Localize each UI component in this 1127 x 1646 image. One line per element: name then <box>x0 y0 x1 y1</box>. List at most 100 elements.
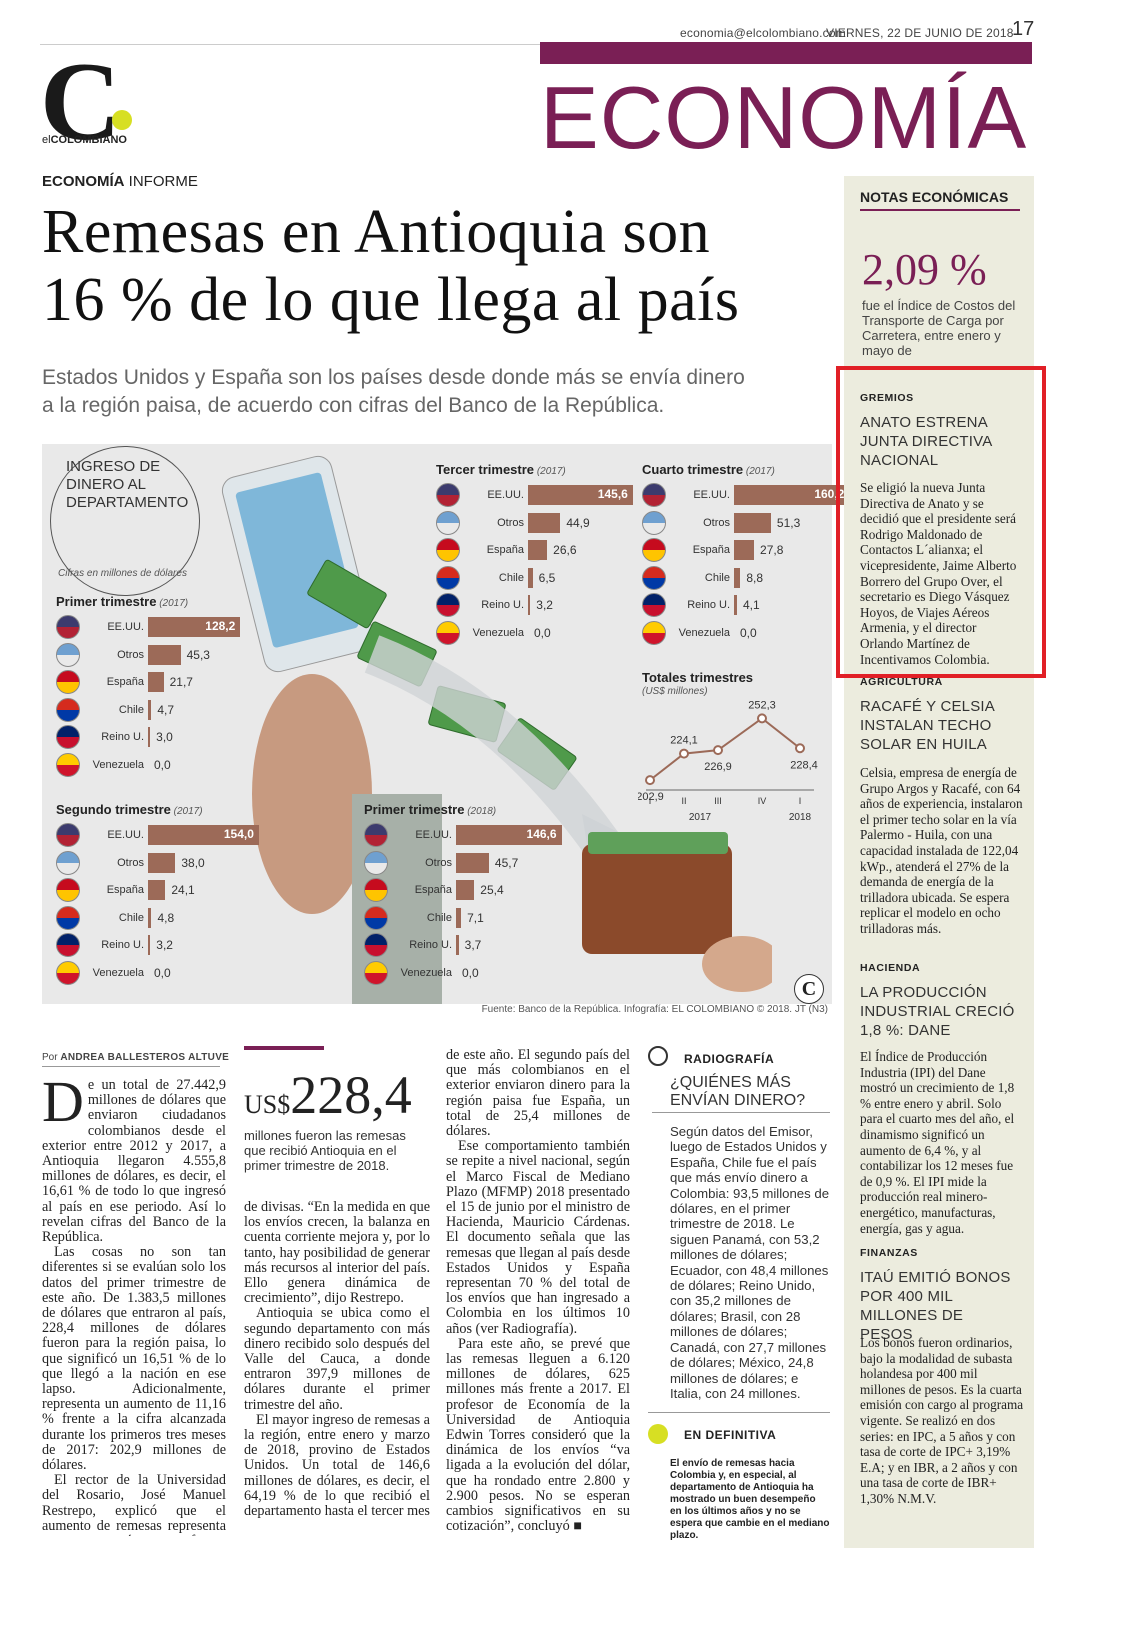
bar <box>456 880 475 900</box>
bar-category: Reino U. <box>409 939 452 951</box>
bar-row: Chile 8,8 <box>642 565 763 590</box>
pull-bar <box>244 1046 324 1050</box>
sidebar <box>844 176 1034 1548</box>
bar-category: EE.UU. <box>107 621 144 633</box>
bar-value: 4,1 <box>742 598 760 612</box>
flag-icon <box>56 850 80 875</box>
data-point <box>757 713 767 724</box>
tick-label: III <box>714 796 722 806</box>
note4-head: ITAÚ EMITIÓ BONOS POR 400 MIL MILLONES D… <box>860 1269 1011 1343</box>
flag-icon <box>642 510 666 535</box>
column-2: de divisas. “En la medida en que los env… <box>244 1200 430 1536</box>
dropcap: D <box>42 1078 84 1134</box>
data-label: 202,9 <box>638 791 664 803</box>
flag-icon <box>56 670 80 694</box>
bar: 128,2 <box>148 617 241 637</box>
note3-head: LA PRODUCCIÓN INDUSTRIAL CRECIÓ 1,8 %: D… <box>860 984 1015 1039</box>
flag-icon <box>364 960 388 985</box>
flag-icon <box>56 697 80 722</box>
title-circle <box>50 446 200 596</box>
bar-value: 0,0 <box>154 965 171 980</box>
bar-category: Venezuela <box>472 626 524 639</box>
wallet-bills <box>588 832 728 854</box>
bar-category: EE.UU. <box>487 489 524 501</box>
bar-value: 7,1 <box>467 910 484 925</box>
group-label: 2017 <box>689 812 712 823</box>
definitiva-text: El envío de remesas hacia Colombia y, en… <box>670 1458 830 1541</box>
bar-category: Otros <box>117 856 144 869</box>
note4-label: FINANZAS <box>860 1247 918 1259</box>
bar-category: Reino U. <box>101 731 144 743</box>
data-label: 226,9 <box>704 761 732 773</box>
radiografia-text: Según datos del Emisor, luego de Estados… <box>670 1124 830 1400</box>
bar <box>148 880 166 900</box>
arrow-path <box>364 635 619 856</box>
flag-icon <box>642 565 666 590</box>
section-title: ECONOMÍA <box>540 68 1028 167</box>
note2-head: RACAFÉ Y CELSIA INSTALAN TECHO SOLAR EN … <box>860 698 995 753</box>
radiografia-label: RADIOGRAFÍA <box>684 1052 775 1066</box>
bar-value: 3,0 <box>156 730 173 744</box>
bar-category: Reino U. <box>687 599 730 611</box>
unit-note: Cifras en millones de dólares <box>58 568 187 579</box>
bar-category: España <box>106 676 144 688</box>
bar-row: España 25,4 <box>364 878 504 902</box>
bar-row: España 24,1 <box>56 878 195 902</box>
bar-category: Venezuela <box>400 966 452 979</box>
headline-line-2: 16 % de lo que llega al país <box>42 266 740 334</box>
col3-p1: de este año. El segundo país del que más… <box>446 1048 630 1140</box>
infographic-logo: C <box>794 974 824 1004</box>
sidebar-big-number: 2,09 % <box>862 245 987 294</box>
headline-line-1: Remesas en Antioquia son <box>42 198 711 266</box>
flag-icon <box>56 752 80 777</box>
bar-row: Chile 4,8 <box>56 905 174 930</box>
bar-row: Otros 45,3 <box>56 642 210 667</box>
data-label: 228,4 <box>790 759 818 771</box>
bar-value: 0,0 <box>740 625 757 640</box>
col3-p2: Ese comportamiento también se repite a n… <box>446 1138 630 1337</box>
flag-icon <box>56 960 80 985</box>
infographic-title: INGRESO DE DINERO AL DEPARTAMENTO <box>66 458 189 511</box>
data-point <box>679 748 689 759</box>
bar-row: EE.UU. 146,6 <box>364 823 562 847</box>
bar <box>456 935 459 955</box>
sidebar-title: NOTAS ECONÓMICAS <box>860 189 1009 205</box>
header-rule <box>40 44 1032 45</box>
flag-icon <box>364 905 388 930</box>
flag-icon <box>436 510 460 535</box>
wallet-icon <box>582 844 732 954</box>
bar <box>456 852 489 873</box>
bar-value: 24,1 <box>171 883 195 897</box>
logo-letter: C <box>40 40 121 164</box>
bar-category: Venezuela <box>678 626 730 639</box>
bar-value: 0,0 <box>534 625 551 640</box>
bar-row: Otros 51,3 <box>642 510 800 535</box>
col2-p1: de divisas. “En la medida en que los env… <box>244 1200 430 1307</box>
totals-subtitle: (US$ millones) <box>642 686 708 697</box>
header-date: VIERNES, 22 DE JUNIO DE 2018 <box>826 26 1014 40</box>
bar-row: Reino U. 3,0 <box>56 725 173 749</box>
bar-value: 45,3 <box>186 647 210 662</box>
bar-category: Venezuela <box>92 966 144 979</box>
col1-p3: El rector de la Universidad del Rosario,… <box>42 1472 226 1536</box>
col2-p3: El mayor ingreso de remesas a la región,… <box>244 1411 430 1520</box>
bar-category: Reino U. <box>101 939 144 951</box>
bar-category: Otros <box>703 516 730 529</box>
flag-icon <box>642 483 666 507</box>
bar-category: Chile <box>118 911 144 924</box>
bar-row: Reino U. 3,2 <box>56 933 173 957</box>
definitiva-label: EN DEFINITIVA <box>684 1428 777 1442</box>
note1-label: GREMIOS <box>860 392 914 404</box>
bar-chart-title: Tercer trimestre (2017) <box>436 462 566 477</box>
flag-icon <box>56 615 80 639</box>
bar-value: 27,8 <box>760 543 784 557</box>
bar <box>148 727 151 747</box>
bar-row: Otros 45,7 <box>364 850 518 875</box>
logo[interactable]: C elCOLOMBIANO <box>40 46 150 158</box>
bar-value: 145,6 <box>597 487 628 501</box>
section-bar <box>540 42 1032 64</box>
bar <box>148 699 152 720</box>
bar-category: Otros <box>425 856 452 869</box>
definitiva-rule <box>648 1412 830 1413</box>
bar-row: Venezuela 0,0 <box>436 620 551 645</box>
